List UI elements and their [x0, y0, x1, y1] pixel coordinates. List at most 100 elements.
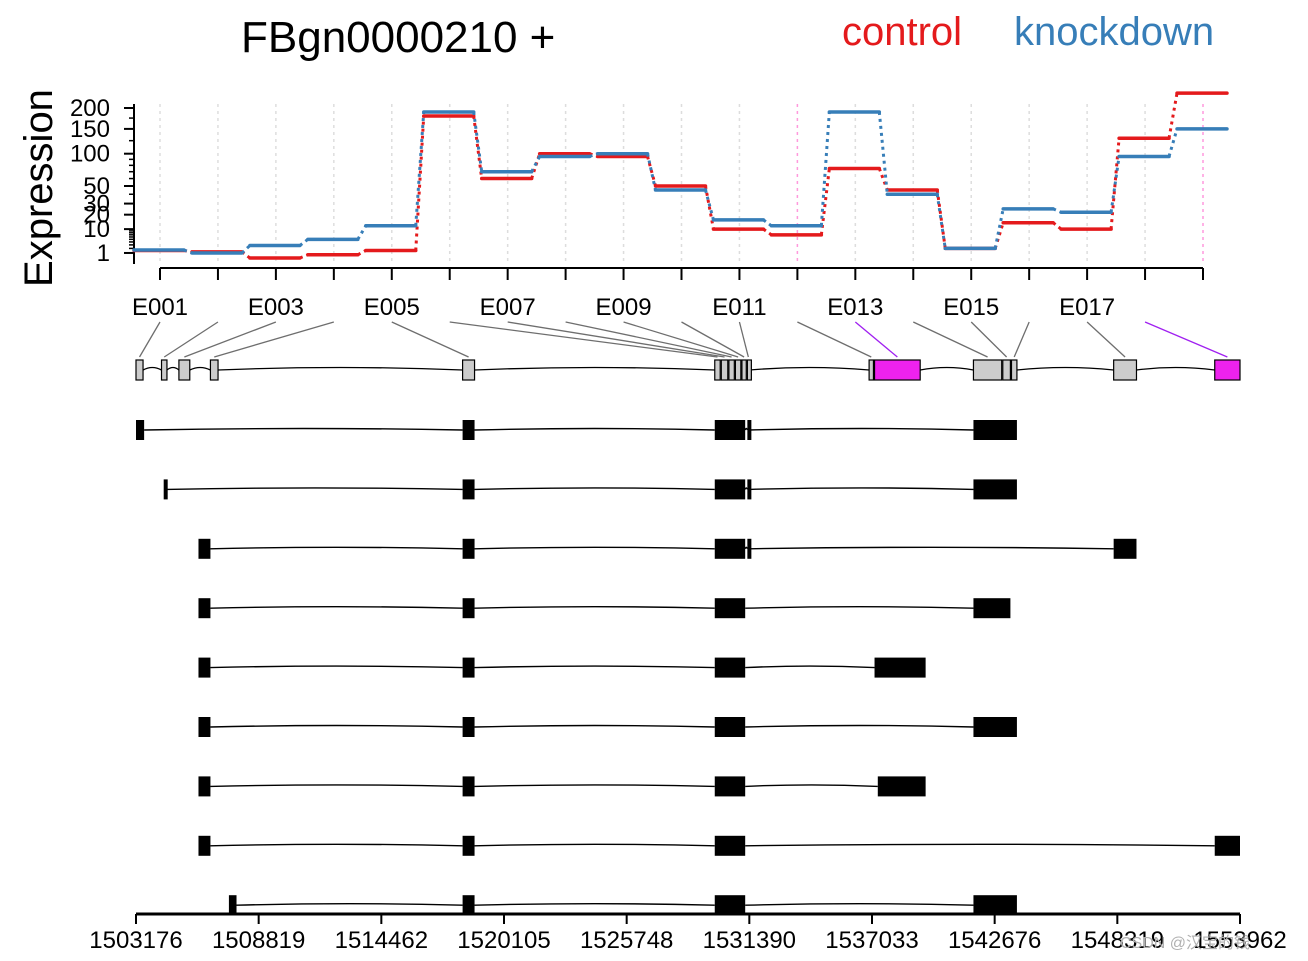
series-knockdown	[132, 110, 1229, 255]
transcript-intron	[744, 546, 749, 550]
transcript-exon	[462, 717, 475, 737]
connector-e002	[163, 321, 219, 358]
genomic-tick-label: 1548319	[1071, 927, 1164, 954]
y-tick-label: 200	[70, 95, 110, 122]
y-tick-label: 1	[97, 240, 110, 267]
transcript-exon	[198, 835, 211, 856]
transcript-intron	[474, 427, 715, 431]
series-control	[132, 91, 1229, 260]
step-control	[935, 189, 947, 249]
y-tick-label: 50	[83, 173, 110, 200]
transcript-exon	[462, 895, 475, 916]
genomic-tick-label: 1553962	[1193, 927, 1286, 954]
exon-label-e001: E001	[132, 294, 188, 321]
transcript-exon	[1214, 835, 1240, 856]
transcript-exon	[714, 479, 746, 500]
exon-label-e007: E007	[480, 294, 536, 321]
gene-model	[135, 359, 1241, 381]
gene-exon-e007	[720, 359, 729, 381]
intron-line	[166, 366, 180, 371]
genomic-tick-label: 1525748	[580, 927, 673, 954]
transcript-intron	[144, 427, 463, 431]
step-knockdown	[472, 111, 484, 172]
exon-label-e017: E017	[1059, 294, 1115, 321]
intron-line	[920, 366, 974, 371]
transcript-intron	[745, 843, 1215, 847]
transcript-exon	[714, 717, 746, 737]
transcripts	[136, 420, 1240, 916]
genomic-tick-label: 1508819	[212, 927, 305, 954]
transcript-exon	[714, 776, 746, 797]
transcript-exon	[163, 479, 168, 500]
gene-exon-e015	[1002, 359, 1012, 381]
transcript-exon	[136, 420, 145, 440]
transcript-exon	[198, 538, 211, 559]
connector-e012	[797, 321, 872, 358]
transcript-intron	[745, 903, 974, 906]
y-tick-label: 30	[83, 191, 110, 218]
transcript-exon	[714, 657, 746, 678]
gene-exon-e017	[1113, 359, 1138, 381]
connector-e003	[184, 321, 277, 358]
transcript-intron	[745, 724, 974, 728]
step-control	[646, 156, 657, 187]
intron-line	[218, 366, 463, 371]
transcript-8	[198, 835, 1240, 856]
exon-connectors	[138, 321, 1228, 358]
step-knockdown	[414, 111, 426, 226]
transcript-1	[136, 420, 1017, 440]
expression-series	[132, 91, 1229, 260]
legend-control: control	[842, 10, 962, 54]
exon-label-e003: E003	[248, 294, 304, 321]
watermark: CSDN @汉宝的钱	[1120, 934, 1250, 952]
gene-exon-e005	[461, 359, 476, 381]
transcript-exon	[462, 538, 475, 559]
genomic-tick-label: 1537033	[825, 927, 918, 954]
gene-exon-e018	[1214, 359, 1241, 381]
step-control	[877, 167, 889, 191]
connector-e005	[391, 321, 469, 358]
transcript-intron	[745, 606, 974, 609]
exon-gridlines	[159, 104, 1204, 262]
gene-exon-e010	[741, 359, 747, 381]
gene-exon-e003	[178, 359, 191, 381]
exon-label-e011: E011	[712, 294, 766, 321]
transcript-exon	[462, 835, 475, 856]
transcript-intron	[236, 903, 463, 906]
transcript-intron	[749, 427, 974, 431]
transcript-intron	[474, 546, 715, 550]
transcript-exon	[462, 479, 475, 500]
step-knockdown	[530, 155, 541, 173]
exon-label-e009: E009	[596, 294, 652, 321]
connector-e013	[854, 321, 898, 358]
transcript-2	[163, 479, 1017, 500]
transcript-intron	[749, 546, 1114, 550]
transcript-intron	[210, 724, 463, 728]
transcript-exon	[198, 598, 211, 619]
connector-e017	[1086, 321, 1126, 358]
step-knockdown	[240, 244, 251, 255]
transcript-9	[228, 895, 1017, 916]
gene-exon-e013	[873, 359, 921, 381]
chart-title: FBgn0000210 +	[241, 13, 555, 62]
connector-e015	[970, 321, 1008, 358]
transcript-exon	[714, 420, 746, 440]
y-axis-label: Expression	[17, 89, 61, 287]
exon-label-e005: E005	[364, 294, 420, 321]
gene-exon-e008	[728, 359, 735, 381]
transcript-exon	[228, 895, 237, 916]
transcript-exon	[714, 835, 746, 856]
connector-e009	[623, 321, 739, 358]
connector-e014	[913, 321, 988, 358]
y-tick-label: 10	[83, 216, 110, 243]
transcript-exon	[462, 776, 475, 797]
y-tick-label: 100	[70, 141, 110, 168]
step-control	[1167, 92, 1179, 139]
transcript-exon	[747, 420, 752, 440]
transcript-exon	[714, 538, 746, 559]
step-knockdown	[877, 111, 889, 195]
step-knockdown	[993, 208, 1005, 249]
step-control	[414, 115, 426, 251]
transcript-exon	[973, 895, 1017, 916]
transcript-intron	[210, 606, 463, 609]
